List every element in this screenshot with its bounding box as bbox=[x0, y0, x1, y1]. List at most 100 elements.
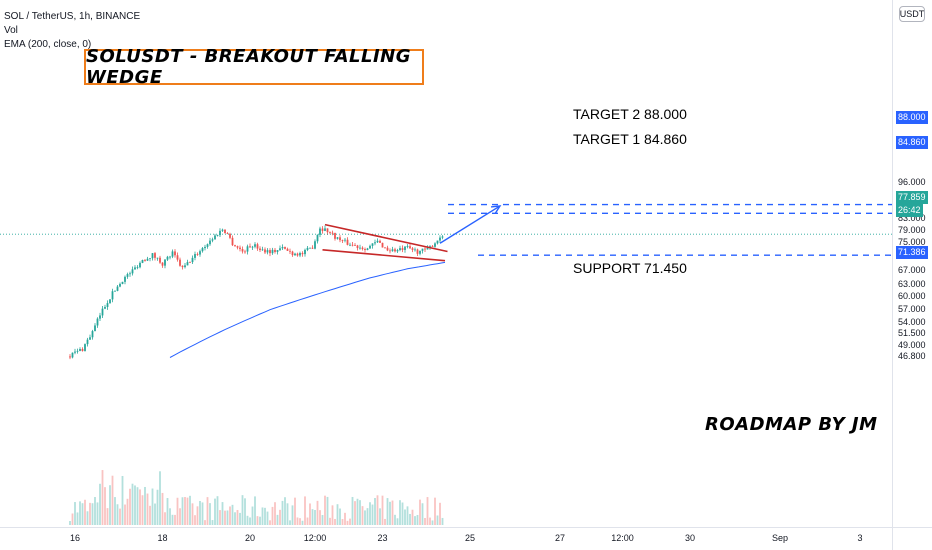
price-axis-tick: 75.000 bbox=[898, 237, 926, 248]
volume-bar bbox=[119, 508, 121, 525]
volume-bar bbox=[244, 498, 246, 525]
volume-bar bbox=[341, 519, 344, 525]
volume-bar bbox=[434, 497, 436, 525]
support-label[interactable]: SUPPORT 71.450 bbox=[573, 260, 687, 276]
volume-bar bbox=[196, 506, 199, 525]
volume-bar bbox=[406, 506, 409, 525]
volume-bar bbox=[151, 488, 154, 525]
candle-body bbox=[364, 249, 366, 251]
candle-body bbox=[156, 257, 159, 259]
target2-label[interactable]: TARGET 2 88.000 bbox=[573, 106, 687, 122]
candle-body bbox=[349, 244, 351, 246]
candle-body bbox=[141, 259, 144, 263]
volume-bar bbox=[181, 497, 184, 525]
time-axis-tick: 12:00 bbox=[611, 533, 634, 543]
candle-body bbox=[306, 247, 309, 250]
volume-bar bbox=[439, 502, 441, 525]
candle-body bbox=[251, 246, 254, 248]
price-axis-tick: 49.000 bbox=[898, 340, 926, 351]
candle-body bbox=[381, 242, 384, 248]
candle-body bbox=[154, 253, 156, 258]
volume-bar bbox=[116, 504, 119, 525]
candle-body bbox=[211, 239, 214, 241]
volume-bar bbox=[261, 507, 264, 525]
price-axis-tick: 63.000 bbox=[898, 279, 926, 290]
candle-body bbox=[344, 239, 346, 241]
volume-bar bbox=[326, 496, 329, 525]
candle-body bbox=[404, 246, 406, 250]
candle-body bbox=[99, 315, 101, 319]
currency-button[interactable]: USDT bbox=[899, 6, 925, 22]
volume-bar bbox=[424, 517, 426, 525]
candle-body bbox=[139, 262, 141, 268]
candle-body bbox=[161, 262, 164, 266]
candle-body bbox=[149, 258, 151, 260]
volume-bar bbox=[359, 500, 361, 525]
candle-body bbox=[164, 259, 166, 266]
candle-body bbox=[296, 253, 299, 256]
volume-bar bbox=[299, 518, 301, 525]
volume-bar bbox=[421, 503, 424, 525]
volume-bar bbox=[411, 509, 414, 525]
target1-label[interactable]: TARGET 1 84.860 bbox=[573, 131, 687, 147]
chart-title-annotation[interactable]: SOLUSDT - BREAKOUT FALLING WEDGE bbox=[84, 46, 424, 88]
candle-body bbox=[331, 232, 334, 234]
target2-price-tag: 88.000 bbox=[896, 111, 928, 124]
volume-bar bbox=[114, 497, 116, 525]
volume-bar bbox=[399, 500, 401, 525]
volume-bar bbox=[349, 518, 351, 525]
candle-body bbox=[246, 246, 249, 252]
volume-bar bbox=[309, 503, 311, 525]
volume-bar bbox=[176, 497, 179, 525]
volume-bar bbox=[344, 512, 346, 525]
volume-bar bbox=[121, 475, 124, 525]
roadmap-annotation[interactable]: ROADMAP BY JM bbox=[705, 414, 878, 435]
volume-bar bbox=[86, 511, 89, 525]
candle-body bbox=[221, 229, 224, 231]
volume-bar bbox=[94, 497, 96, 525]
candle-body bbox=[274, 249, 276, 252]
candle-body bbox=[421, 248, 424, 251]
volume-legend[interactable]: Vol bbox=[4, 25, 18, 36]
volume-bar bbox=[219, 510, 221, 525]
volume-bar bbox=[401, 502, 404, 525]
candle-body bbox=[254, 244, 256, 247]
volume-bar bbox=[384, 518, 386, 525]
candle-body bbox=[284, 247, 286, 249]
candle-body bbox=[229, 233, 231, 238]
candle-body bbox=[314, 241, 316, 249]
candle-body bbox=[199, 251, 201, 255]
volume-bar bbox=[159, 471, 161, 525]
volume-bar bbox=[154, 503, 156, 525]
volume-bar bbox=[291, 505, 294, 525]
candle-body bbox=[196, 254, 199, 255]
volume-bar bbox=[264, 507, 266, 525]
volume-bar bbox=[296, 517, 299, 525]
candle-body bbox=[286, 248, 289, 251]
volume-bar bbox=[329, 517, 331, 525]
volume-bar bbox=[431, 520, 434, 525]
symbol-legend[interactable]: SOL / TetherUS, 1h, BINANCE bbox=[4, 11, 141, 22]
candle-body bbox=[244, 251, 246, 253]
candle-body bbox=[359, 247, 361, 249]
time-axis-tick: 30 bbox=[684, 533, 696, 543]
volume-bar bbox=[96, 502, 99, 525]
ema-legend[interactable]: EMA (200, close, 0) bbox=[4, 39, 92, 50]
candle-body bbox=[129, 273, 131, 275]
volume-bar bbox=[216, 496, 219, 525]
candle-body bbox=[79, 348, 81, 351]
volume-bar bbox=[396, 518, 399, 525]
volume-bar bbox=[99, 483, 101, 525]
volume-bar bbox=[146, 493, 149, 525]
volume-bar bbox=[426, 497, 429, 525]
candle-body bbox=[329, 232, 331, 233]
volume-bar bbox=[239, 512, 241, 525]
candle-body bbox=[391, 249, 394, 252]
candle-body bbox=[271, 249, 274, 254]
candle-body bbox=[181, 265, 184, 268]
candle-body bbox=[266, 250, 269, 253]
candle-body bbox=[289, 250, 291, 252]
candle-body bbox=[294, 253, 296, 256]
volume-bar bbox=[286, 503, 289, 525]
